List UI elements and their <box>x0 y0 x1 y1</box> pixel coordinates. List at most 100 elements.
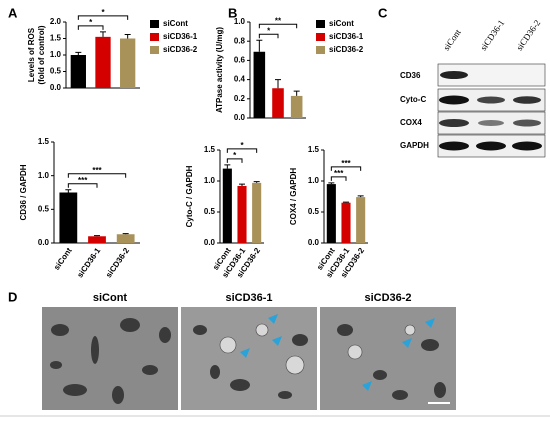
significance-bracket <box>330 166 362 171</box>
legend-swatch <box>150 20 159 28</box>
y-tick-label: 0.0 <box>50 83 62 92</box>
band <box>476 141 506 151</box>
panel-label: C <box>378 5 388 20</box>
y-tick-label: 0.0 <box>308 238 320 247</box>
band <box>513 119 541 127</box>
micrograph-label: siCD36-2 <box>364 292 411 304</box>
legend-swatch <box>316 33 325 41</box>
significance-label: *** <box>78 176 88 185</box>
legend-swatch <box>150 46 159 54</box>
micrograph-label: siCont <box>93 292 128 304</box>
legend-swatch <box>316 20 325 28</box>
significance-label: *** <box>92 166 102 175</box>
bar <box>222 168 232 243</box>
significance-label: * <box>101 8 105 17</box>
band <box>439 119 469 127</box>
significance-bracket <box>67 173 127 178</box>
bar <box>237 185 247 243</box>
legend-label: siCont <box>329 19 354 28</box>
y-axis-label: COX4 / GAPDH <box>289 168 298 226</box>
error-bar <box>256 39 263 52</box>
lane-label: siCD36-2 <box>514 18 542 52</box>
blot: siCont siCD36-1 siCD36-2 CD36 Cyto-C COX… <box>400 18 546 158</box>
y-tick-label: 0.0 <box>204 238 216 247</box>
y-tick-label: 1.5 <box>50 34 62 43</box>
error-bar <box>100 31 106 37</box>
x-tick-label: siCD36-1 <box>75 246 102 280</box>
row-label: COX4 <box>400 118 422 127</box>
bar <box>95 36 111 88</box>
y-axis-label: Levels of ROS <box>27 27 36 82</box>
panel-label: B <box>228 5 237 20</box>
error-bar <box>224 164 231 169</box>
y-tick-label: 0.8 <box>234 36 246 45</box>
y-tick-label: 1.0 <box>204 176 216 185</box>
significance-bracket <box>330 176 347 181</box>
micrograph <box>320 307 456 410</box>
error-bar <box>65 189 72 193</box>
y-tick-label: 1.5 <box>308 145 320 154</box>
y-tick-label: 1.0 <box>308 176 320 185</box>
legend-label: siCD36-1 <box>163 32 198 41</box>
row-label: CD36 <box>400 71 421 80</box>
y-tick-label: 0.0 <box>234 113 246 122</box>
significance-label: ** <box>275 16 282 25</box>
band <box>513 96 541 104</box>
bar <box>88 236 106 243</box>
legend-label: siCD36-1 <box>329 32 364 41</box>
y-tick-label: 0.5 <box>308 207 320 216</box>
panel-label: A <box>8 5 18 20</box>
bar <box>253 51 266 119</box>
bar <box>326 184 336 243</box>
error-bar <box>94 235 100 237</box>
micrograph <box>42 307 178 410</box>
y-tick-label: 1.0 <box>234 17 246 26</box>
lane-label: siCont <box>441 27 463 52</box>
organelles <box>50 318 446 404</box>
y-tick-label: 2.0 <box>50 17 62 26</box>
legend-label: siCD36-2 <box>163 45 198 54</box>
y-tick-label: 1.0 <box>38 171 50 180</box>
bar <box>341 202 351 243</box>
y-tick-label: 1.5 <box>204 145 216 154</box>
error-bar <box>124 34 131 39</box>
error-bar <box>122 233 129 235</box>
band <box>439 95 469 105</box>
legend-swatch <box>316 46 325 54</box>
band <box>439 141 469 151</box>
significance-bracket <box>226 158 243 163</box>
error-bar <box>253 181 260 183</box>
blot-strip <box>437 63 546 87</box>
bar <box>70 55 86 88</box>
micrograph-label: siCD36-1 <box>225 292 272 304</box>
band <box>512 141 542 151</box>
panel-label: D <box>8 289 17 304</box>
legend-label: siCD36-2 <box>329 45 364 54</box>
y-axis-label: ATPase activity (U/mg) <box>215 27 224 113</box>
y-tick-label: 0.0 <box>38 238 50 247</box>
significance-bracket <box>226 148 258 153</box>
x-tick-label: siCont <box>52 246 74 272</box>
bar <box>290 95 303 118</box>
y-axis-label: CD36 / GAPDH <box>19 164 28 220</box>
row-label: Cyto-C <box>400 95 426 104</box>
y-tick-label: 0.5 <box>204 207 216 216</box>
band <box>477 96 505 104</box>
legend-label: siCont <box>163 19 188 28</box>
y-tick-label: 0.5 <box>38 204 50 213</box>
significance-bracket <box>258 33 279 39</box>
error-bar <box>293 90 300 96</box>
arrows <box>240 314 435 391</box>
significance-bracket <box>77 15 129 20</box>
y-tick-label: 0.5 <box>50 67 62 76</box>
significance-label: * <box>89 18 93 27</box>
significance-bracket <box>258 23 298 29</box>
vacuoles <box>219 323 416 375</box>
y-tick-label: 0.4 <box>234 75 246 84</box>
significance-label: * <box>240 141 244 150</box>
error-bar <box>75 51 82 55</box>
significance-bracket <box>77 25 104 30</box>
error-bar <box>275 79 281 89</box>
significance-label: *** <box>334 169 344 178</box>
bar <box>59 192 78 243</box>
